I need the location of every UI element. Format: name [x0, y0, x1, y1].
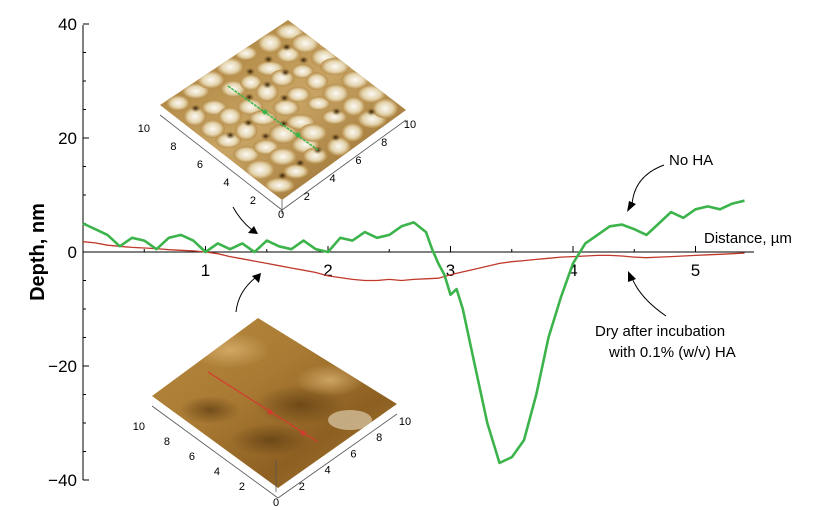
- annotation-no-ha: No HA: [669, 152, 713, 169]
- y-tick-label: −20: [48, 357, 77, 376]
- afm-tick-label: 6: [355, 155, 361, 167]
- annotation-dry-line1: Dry after incubation: [595, 323, 725, 340]
- annotation-arrows: [232, 164, 667, 317]
- afm-tick-label: 0: [278, 209, 284, 221]
- afm-tick-label: 6: [189, 451, 195, 463]
- afm-inset-no-ha: 10 8 6 4 2 0 2 4 6 8 10: [138, 20, 416, 221]
- y-tick-label: −40: [48, 471, 77, 490]
- afm-tick-label: 2: [250, 195, 256, 207]
- arrowheads: [248, 201, 636, 283]
- afm-tick-label: 4: [214, 466, 220, 478]
- x-tick-label: 4: [568, 261, 577, 280]
- arrowhead-no-ha: [627, 201, 636, 212]
- afm-tick-label: 4: [223, 177, 229, 189]
- arrow-top-inset: [232, 206, 253, 231]
- x-tick-label: 2: [323, 261, 332, 280]
- afm-profile-marker-1: [262, 109, 268, 115]
- afm-tick-label: 10: [399, 416, 411, 428]
- afm-profile-line-ha: [207, 371, 319, 443]
- arrowhead-top-inset: [248, 226, 258, 234]
- annotation-dry-line2: with 0.1% (w/v) HA: [608, 344, 736, 361]
- series-line-dry-ha: [82, 241, 745, 282]
- y-tick-label: 20: [58, 129, 77, 148]
- afm-tick-label: 8: [164, 436, 170, 448]
- x-axis-title: Distance, µm: [704, 230, 792, 247]
- y-tick-label: 40: [58, 15, 77, 34]
- afm-tick-label: 6: [197, 159, 203, 171]
- afm-axis-right-ha: [277, 413, 398, 499]
- x-axis-ticks: 1 2 3 4 5: [143, 246, 700, 280]
- afm-tick-label: 2: [299, 481, 305, 493]
- y-axis-ticks: 40 20 0 −20 −40: [48, 15, 89, 490]
- afm-tick-label: 10: [138, 123, 150, 135]
- afm-axis-left-ha: [151, 405, 279, 499]
- afm-tick-label: 4: [325, 465, 331, 477]
- afm-tick-label: 4: [330, 173, 336, 185]
- afm-tick-label: 8: [170, 141, 176, 153]
- y-tick-label: 0: [68, 243, 77, 262]
- afm-ticks-ha: 10 8 6 4 2 0 2 4 6 8 10: [133, 416, 411, 509]
- arrowhead-bottom-inset: [252, 273, 261, 283]
- afm-tick-label: 2: [239, 481, 245, 493]
- afm-tick-label: 6: [350, 448, 356, 460]
- afm-tick-label: 10: [133, 421, 145, 433]
- afm-features-no-ha: [166, 23, 399, 193]
- afm-inset-ha: 10 8 6 4 2 0 2 4 6 8 10: [133, 318, 411, 509]
- x-tick-label: 3: [446, 261, 455, 280]
- afm-tick-label: 2: [304, 191, 310, 203]
- x-tick-label: 5: [691, 261, 700, 280]
- afm-profile-marker-2: [295, 132, 301, 138]
- afm-tick-label: 8: [381, 137, 387, 149]
- x-tick-label: 1: [201, 261, 210, 280]
- afm-tick-label: 8: [376, 432, 382, 444]
- afm-profile-line-no-ha: [227, 85, 319, 151]
- afm-tick-label: 10: [404, 119, 416, 131]
- afm-ticks-no-ha: 10 8 6 4 2 0 2 4 6 8 10: [138, 119, 416, 221]
- afm-profile-marker-4: [300, 430, 306, 436]
- afm-axis-left-no-ha: [159, 114, 283, 211]
- afm-profile-marker-3: [267, 409, 273, 415]
- arrow-dry-ha: [631, 277, 667, 317]
- y-axis-title: Depth, nm: [27, 203, 49, 301]
- arrow-bottom-inset: [235, 277, 256, 313]
- afm-axis-right-no-ha: [281, 119, 407, 211]
- arrow-no-ha: [631, 164, 665, 206]
- series-line-no-ha: [82, 199, 745, 465]
- arrowhead-dry-ha: [628, 271, 636, 282]
- afm-tick-label: 0: [273, 497, 279, 509]
